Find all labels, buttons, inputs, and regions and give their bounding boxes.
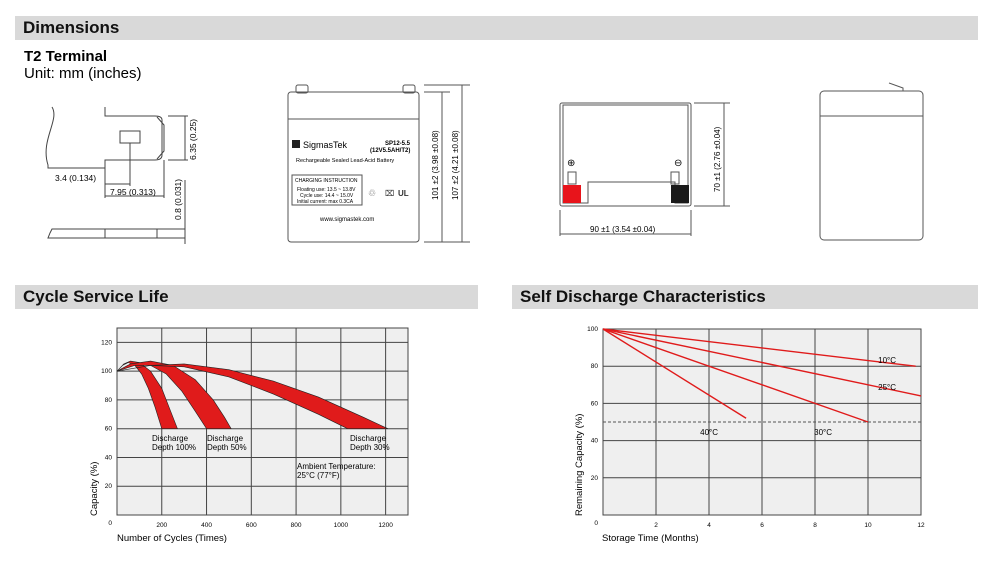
x-tick-label: 200 xyxy=(156,522,167,529)
x-tick-label: 600 xyxy=(246,522,257,529)
y-tick-label: 20 xyxy=(105,483,113,490)
dim-height-101: 101 ±2 (3.98 ±0.08) xyxy=(431,130,440,200)
x-tick-label: 12 xyxy=(917,522,925,529)
no-lead-icon: ⌧ xyxy=(385,189,394,198)
series-label: 40°C xyxy=(700,428,718,437)
model-number: SP12-5.5 xyxy=(385,141,411,147)
band-label: Depth 50% xyxy=(207,443,247,452)
series-line-3 xyxy=(602,328,747,419)
series-label: 10°C xyxy=(878,356,896,365)
y-tick-label: 0 xyxy=(108,520,112,527)
battery-front-drawing xyxy=(287,84,470,243)
model-sub: (12V5.5AH/T2) xyxy=(370,148,410,154)
annotation: Ambient Temperature: xyxy=(297,462,376,471)
charging-title: CHARGING INSTRUCTION xyxy=(295,178,358,184)
dim-terminal-thickness: 0.8 (0.031) xyxy=(173,179,183,220)
dim-depth: 70 ±1 (2.76 ±0.04) xyxy=(713,126,722,192)
y-tick-label: 60 xyxy=(105,426,113,433)
battery-subtitle: Rechargeable Sealed Lead-Acid Battery xyxy=(296,158,394,164)
x-tick-label: 6 xyxy=(760,522,764,529)
section-header-cycle-life: Cycle Service Life xyxy=(15,285,478,309)
series-label: 30°C xyxy=(814,428,832,437)
capacity-band xyxy=(116,360,232,429)
ul-mark-icon: UL xyxy=(398,189,409,198)
y-axis-label: Remaining Capacity (%) xyxy=(574,414,585,516)
terminal-title: T2 Terminal xyxy=(24,48,108,65)
y-tick-label: 80 xyxy=(591,363,599,370)
y-tick-label: 60 xyxy=(591,400,599,407)
annotation: 25°C (77°F) xyxy=(297,471,340,480)
y-tick-label: 40 xyxy=(591,438,599,445)
series-label: 25°C xyxy=(878,383,896,392)
y-tick-label: 120 xyxy=(101,339,112,346)
terminal-drawing xyxy=(45,106,188,244)
y-tick-label: 0 xyxy=(594,520,598,527)
x-tick-label: 800 xyxy=(291,522,302,529)
y-tick-label: 80 xyxy=(105,397,113,404)
unit-label: Unit: mm (inches) xyxy=(24,65,142,82)
sigma-logo-icon xyxy=(292,140,300,148)
dim-terminal-height: 6.35 (0.25) xyxy=(188,119,198,160)
dim-height-107: 107 ±2 (4.21 ±0.08) xyxy=(451,130,460,200)
positive-terminal xyxy=(563,185,581,203)
series-line-2 xyxy=(602,328,869,423)
x-tick-label: 1200 xyxy=(378,522,393,529)
charging-line: Cycle use: 14.4 ~ 15.0V xyxy=(300,193,354,199)
section-header-dimensions: Dimensions xyxy=(15,16,978,40)
brand-name: SigmasTek xyxy=(303,140,348,150)
capacity-band xyxy=(116,363,388,429)
positive-icon: ⊕ xyxy=(567,158,575,169)
x-tick-label: 2 xyxy=(654,522,658,529)
x-tick-label: 400 xyxy=(201,522,212,529)
series-line-0 xyxy=(602,328,916,367)
dim-width: 90 ±1 (3.54 ±0.04) xyxy=(590,225,656,234)
dimension-drawings: 3.4 (0.134) 7.95 (0.313) 6.35 (0.25) 0.8… xyxy=(45,82,924,244)
x-axis-label: Storage Time (Months) xyxy=(602,533,699,544)
charging-line: Floating use: 13.5 ~ 13.8V xyxy=(297,187,356,193)
x-tick-label: 1000 xyxy=(334,522,349,529)
dim-terminal-width: 7.95 (0.313) xyxy=(110,187,156,197)
battery-side-drawing xyxy=(819,82,924,241)
dim-terminal-offset: 3.4 (0.134) xyxy=(55,173,96,183)
cycle-life-chart: 200 400 600 800 1000 1200 0 20 40 60 80 100 120 Disch… xyxy=(89,327,409,544)
y-axis-label: Capacity (%) xyxy=(89,462,100,516)
y-tick-label: 100 xyxy=(101,368,112,375)
negative-terminal xyxy=(671,185,689,203)
y-tick-label: 40 xyxy=(105,454,113,461)
negative-icon: ⊖ xyxy=(674,158,682,169)
band-label: Discharge xyxy=(152,434,189,443)
band-label: Discharge xyxy=(350,434,387,443)
x-tick-label: 10 xyxy=(864,522,872,529)
band-label: Depth 30% xyxy=(350,443,390,452)
website: www.sigmastek.com xyxy=(319,217,374,223)
x-tick-label: 4 xyxy=(707,522,711,529)
x-axis-label: Number of Cycles (Times) xyxy=(117,533,227,544)
series-line-1 xyxy=(602,328,922,397)
section-header-self-discharge: Self Discharge Characteristics xyxy=(512,285,978,309)
self-discharge-chart: 2 4 6 8 10 12 0 20 40 60 80 100 10°C 25°C 30°C 40°C Stor… xyxy=(574,326,925,544)
y-tick-label: 100 xyxy=(587,326,598,333)
charging-line: Initial current: max 0.3CA xyxy=(297,199,354,205)
x-tick-label: 8 xyxy=(813,522,817,529)
recycle-icon: ♲ xyxy=(368,188,376,198)
y-tick-label: 20 xyxy=(591,475,599,482)
band-label: Depth 100% xyxy=(152,443,196,452)
battery-top-drawing xyxy=(559,102,730,236)
band-label: Discharge xyxy=(207,434,244,443)
